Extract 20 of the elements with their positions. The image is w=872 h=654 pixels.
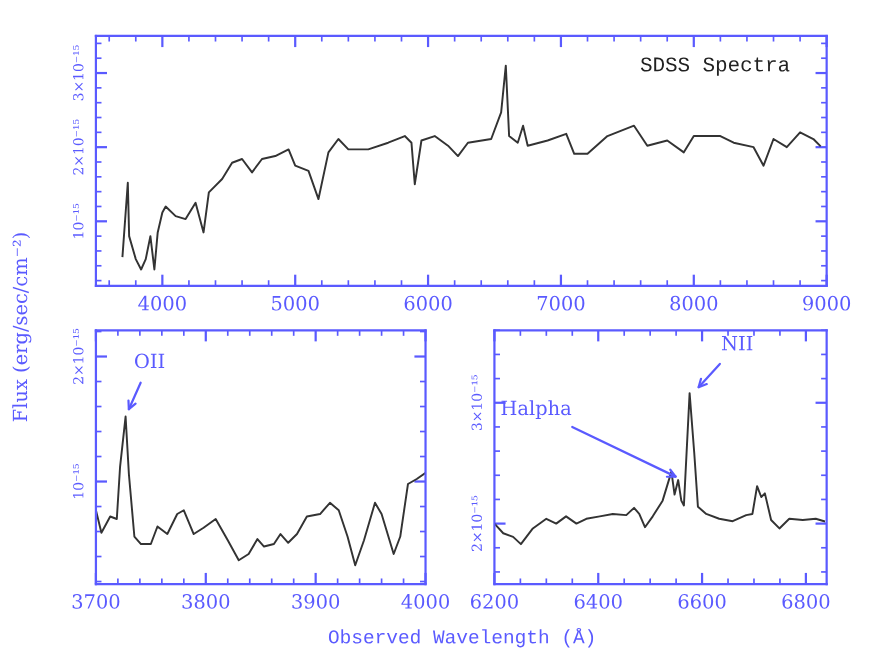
x-tick-label: 6800: [782, 594, 830, 609]
x-tick-label: 6600: [678, 594, 726, 609]
annotation: NII: [721, 335, 753, 351]
x-tick-label: 3900: [292, 594, 340, 609]
x-tick-label: 4000: [401, 594, 449, 609]
text: SDSS Spectra: [640, 57, 790, 76]
x-axis-title: Observed Wavelength (Å): [328, 627, 594, 648]
annotation: OII: [135, 353, 165, 369]
x-tick-label: 4000: [138, 295, 186, 311]
annotation: Halpha: [501, 400, 572, 419]
y-axis-title: Flux (erg/sec/cm⁻²): [12, 233, 32, 422]
x-tick-label: 8000: [670, 295, 718, 311]
x-tick-label: 6400: [574, 594, 622, 609]
x-tick-label: 3800: [182, 594, 230, 609]
x-tick-label: 3700: [72, 594, 120, 609]
x-tick-label: 6200: [470, 594, 518, 609]
x-tick-label: 9000: [803, 295, 851, 311]
x-tick-label: 7000: [537, 295, 585, 311]
x-tick-label: 6000: [404, 295, 452, 311]
x-tick-label: 5000: [272, 295, 319, 311]
